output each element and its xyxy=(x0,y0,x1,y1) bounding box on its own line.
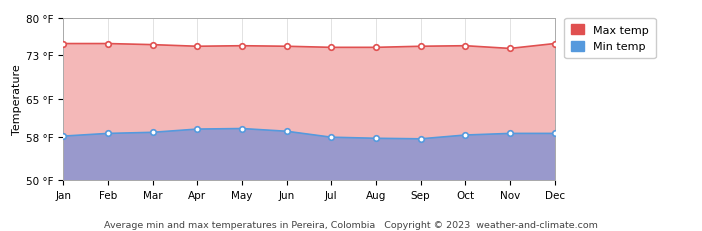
Text: Average min and max temperatures in Pereira, Colombia   Copyright © 2023  weathe: Average min and max temperatures in Pere… xyxy=(104,220,598,229)
Y-axis label: Temperature: Temperature xyxy=(12,64,22,134)
Legend: Max temp, Min temp: Max temp, Min temp xyxy=(564,18,656,59)
